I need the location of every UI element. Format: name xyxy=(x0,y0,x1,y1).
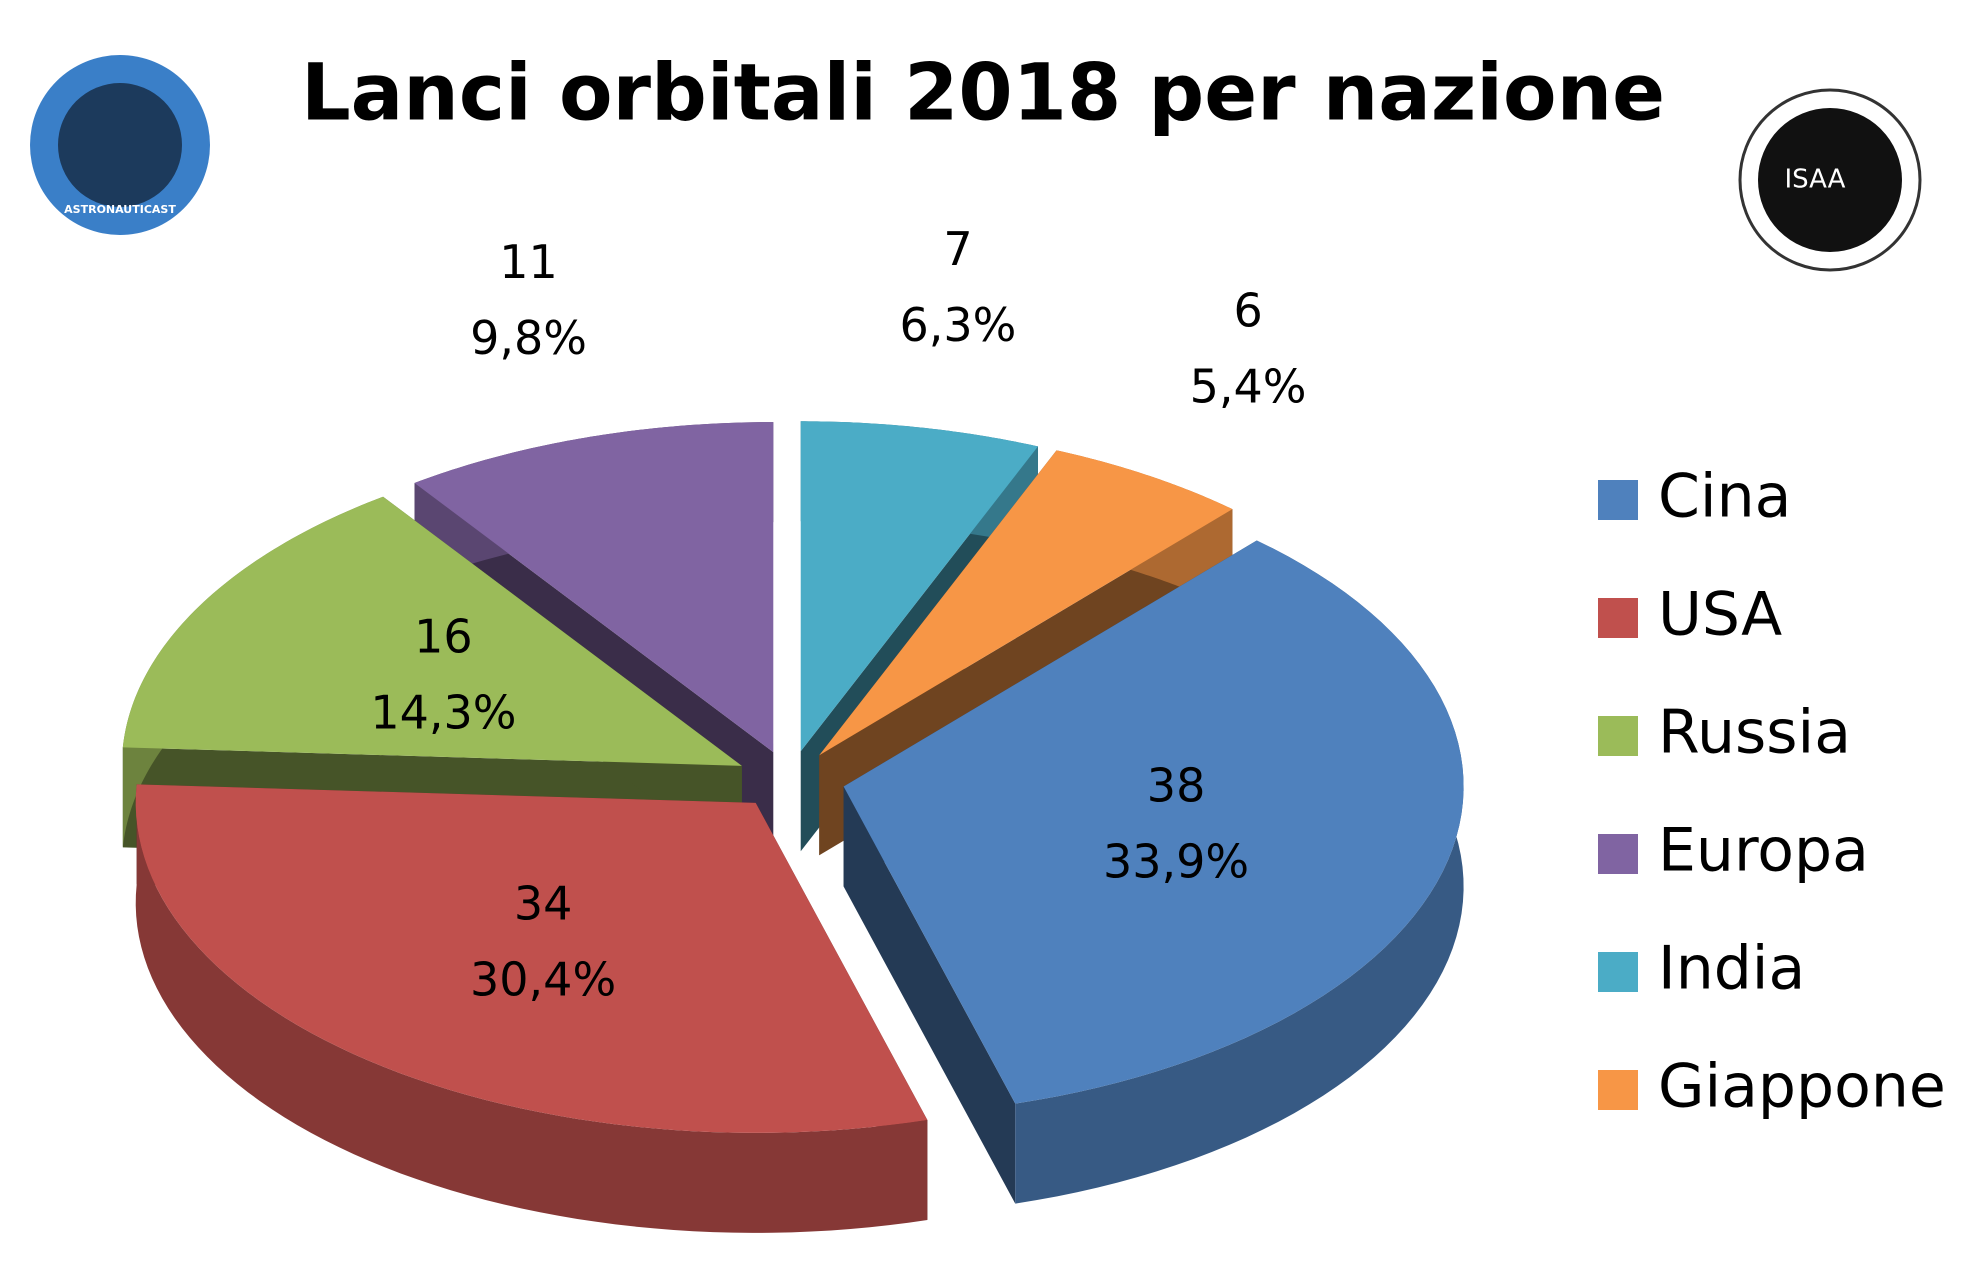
legend-swatch xyxy=(1598,952,1638,992)
slice-tops xyxy=(122,421,1464,1133)
slice-radial-wall xyxy=(843,786,1016,1204)
legend-label: Russia xyxy=(1658,698,1851,768)
logo-text: ASTRONAUTICAST xyxy=(64,203,176,216)
value-label: 16 xyxy=(414,610,473,664)
logo-right: ISAA xyxy=(1738,88,1922,272)
slice-outer-wall xyxy=(135,784,928,1233)
value-label: 34 xyxy=(514,876,573,930)
percent-label: 33,9% xyxy=(1103,834,1249,888)
logo-left: ASTRONAUTICAST xyxy=(30,55,210,235)
legend-swatch xyxy=(1598,1070,1638,1110)
percent-label: 6,3% xyxy=(900,298,1017,352)
value-label: 7 xyxy=(943,222,972,276)
legend-swatch xyxy=(1598,716,1638,756)
chart-title: Lanci orbitali 2018 per nazione xyxy=(301,48,1665,138)
legend-label: Europa xyxy=(1658,816,1869,886)
slice xyxy=(122,496,742,766)
logo-inner xyxy=(58,83,182,207)
value-label: 11 xyxy=(499,235,558,289)
legend-swatch xyxy=(1598,480,1638,520)
value-label: 6 xyxy=(1233,283,1262,337)
percent-label: 5,4% xyxy=(1190,359,1307,413)
legend-label: Giappone xyxy=(1658,1052,1946,1122)
slice xyxy=(819,450,1233,756)
legend-swatch xyxy=(1598,598,1638,638)
logo-inner xyxy=(1758,108,1902,252)
logo-text: ISAA xyxy=(1785,165,1846,195)
slice-outer-wall xyxy=(1015,540,1464,1204)
legend-swatch xyxy=(1598,834,1638,874)
legend-label: Cina xyxy=(1658,462,1791,532)
percent-label: 9,8% xyxy=(470,311,587,365)
legend-label: India xyxy=(1658,934,1805,1004)
slice xyxy=(843,540,1464,1104)
percent-label: 14,3% xyxy=(370,686,516,740)
slice xyxy=(800,421,1038,752)
percent-label: 30,4% xyxy=(470,952,616,1006)
legend-label: USA xyxy=(1658,580,1782,650)
legend: Cina USA Russia Europa India Giappone xyxy=(1598,462,1946,1122)
value-label: 38 xyxy=(1147,758,1206,812)
slice xyxy=(414,422,774,753)
slice xyxy=(135,784,928,1133)
